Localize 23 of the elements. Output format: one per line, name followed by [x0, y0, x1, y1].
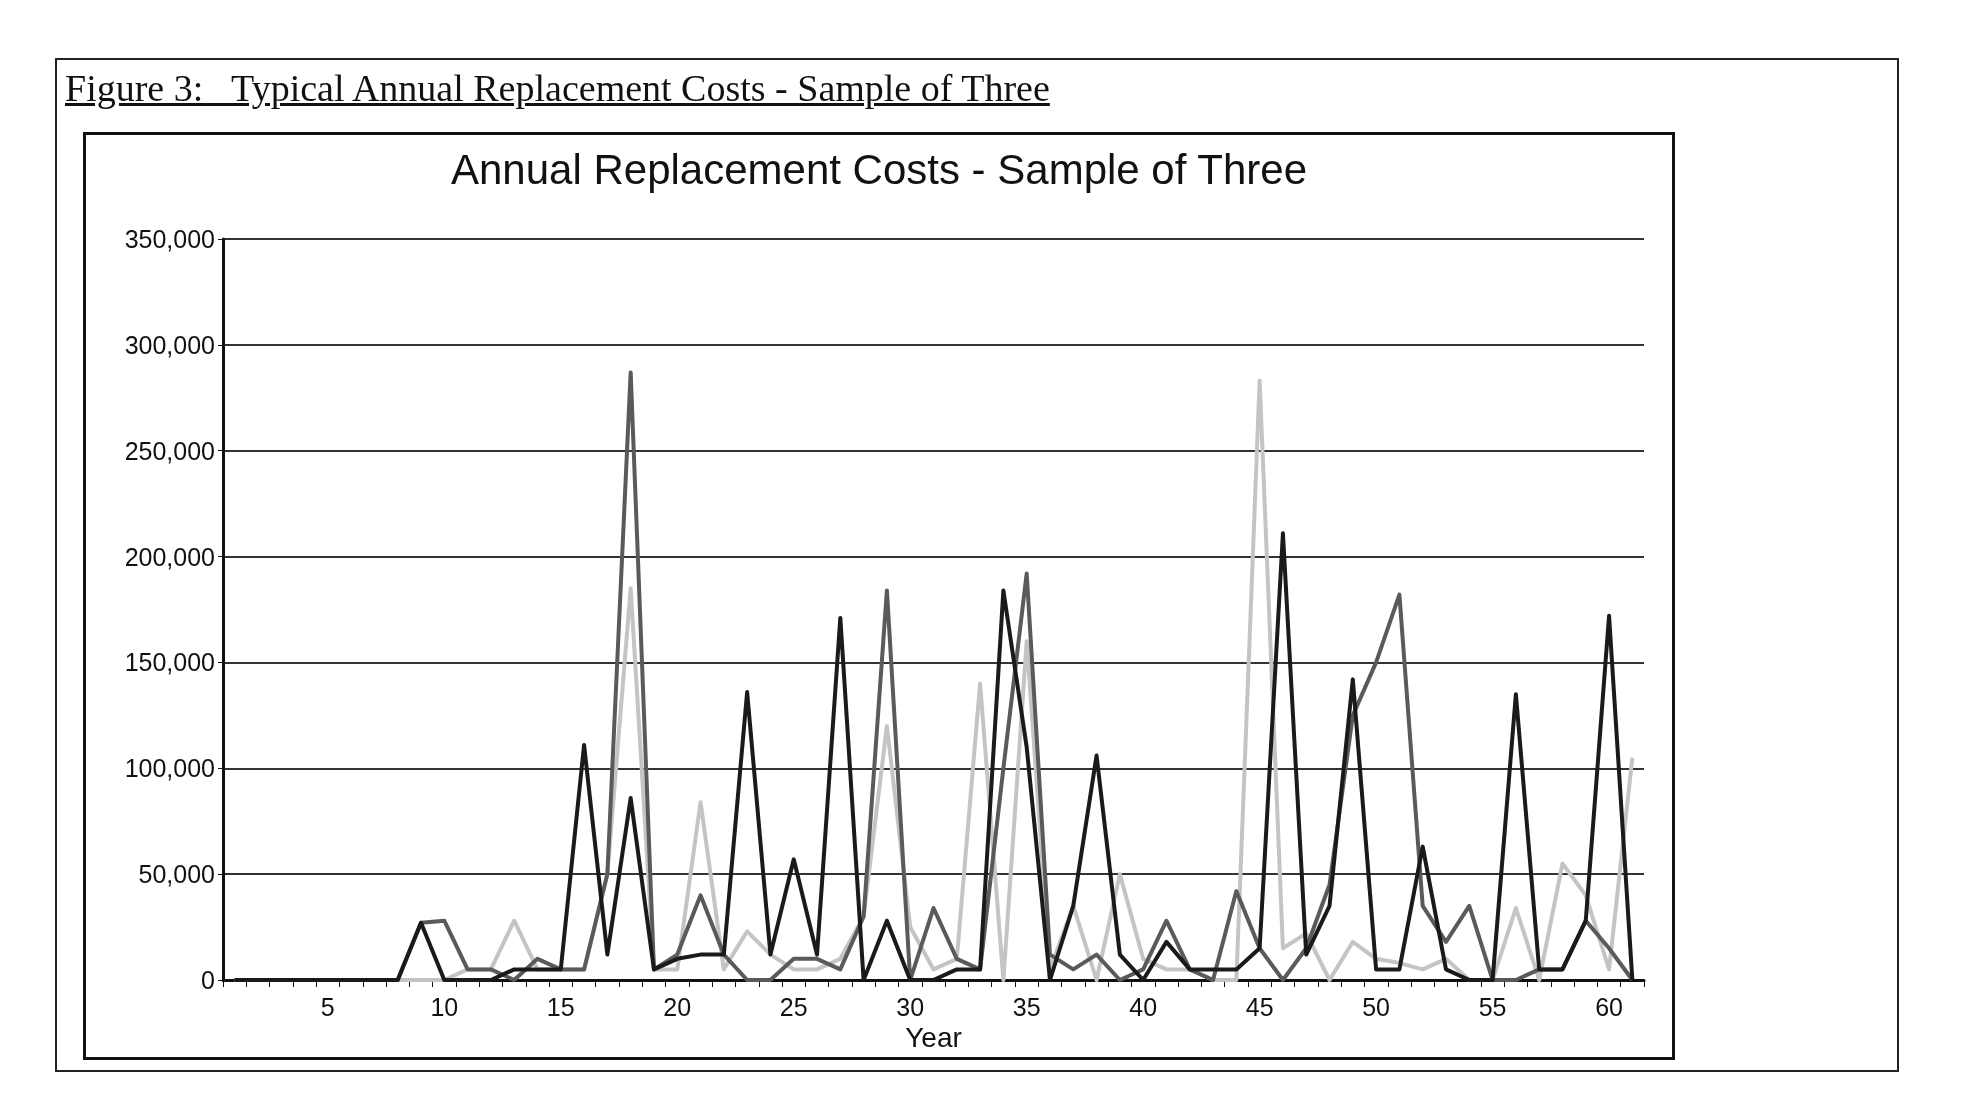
x-tick-label: 45 [1245, 992, 1274, 1021]
x-tick-label: 35 [1012, 992, 1041, 1021]
y-tick-label: 50,000 [138, 860, 215, 889]
y-tick-label: 250,000 [124, 436, 215, 465]
y-tick-label: 0 [201, 966, 215, 994]
x-tick-label: 60 [1595, 992, 1623, 1021]
y-tick-label: 100,000 [124, 754, 215, 783]
caption: Figure 3: Typical Annual Replacement Costs - Sample of Three [65, 66, 1050, 110]
chart-title: Annual Replacement Costs - Sample of Three [451, 145, 1307, 193]
x-tick-label: 50 [1362, 992, 1391, 1021]
x-tick-label: 40 [1129, 992, 1158, 1021]
x-tick-label: 20 [663, 992, 692, 1021]
x-tick-label: 10 [430, 992, 459, 1021]
x-axis-title: Year [905, 1022, 962, 1054]
x-tick-label: 15 [546, 992, 575, 1021]
x-tick-label: 30 [896, 992, 925, 1021]
y-tick-label: 200,000 [124, 542, 215, 571]
y-tick-label: 300,000 [124, 330, 215, 359]
x-tick-label: 5 [320, 992, 335, 1021]
y-tick-label: 350,000 [124, 225, 215, 253]
x-tick-label: 25 [779, 992, 808, 1021]
y-tick-label: 150,000 [124, 648, 215, 677]
x-tick-label: 55 [1478, 992, 1507, 1021]
